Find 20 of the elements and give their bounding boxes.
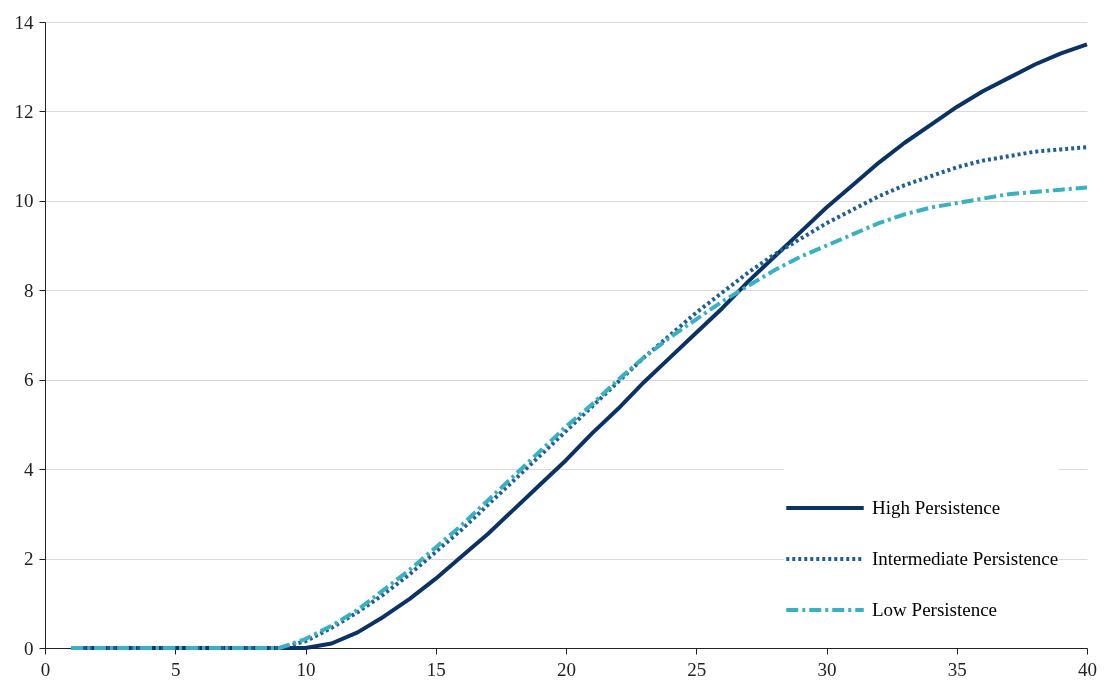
legend-label: High Persistence: [872, 497, 1001, 518]
y-tick-label: 14: [14, 11, 34, 33]
x-tick-label: 5: [171, 658, 181, 680]
y-tick-label: 10: [14, 190, 34, 212]
y-tick-label: 6: [24, 369, 34, 391]
x-tick-label: 20: [557, 658, 576, 680]
legend-label: Low Persistence: [872, 599, 998, 620]
x-tick-label: 10: [296, 658, 316, 680]
x-tick-label: 40: [1078, 658, 1097, 680]
x-tick-label: 30: [817, 658, 837, 680]
x-tick-label: 0: [40, 658, 51, 680]
y-tick-label: 4: [24, 458, 34, 480]
x-tick-label: 25: [687, 658, 707, 680]
x-tick-label: 35: [947, 658, 967, 680]
y-tick-label: 12: [14, 100, 34, 122]
x-tick-label: 15: [426, 658, 446, 680]
y-tick-label: 0: [24, 637, 34, 659]
y-tick-label: 2: [24, 548, 34, 570]
legend-label: Intermediate Persistence: [872, 548, 1059, 569]
y-tick-label: 8: [24, 279, 34, 301]
